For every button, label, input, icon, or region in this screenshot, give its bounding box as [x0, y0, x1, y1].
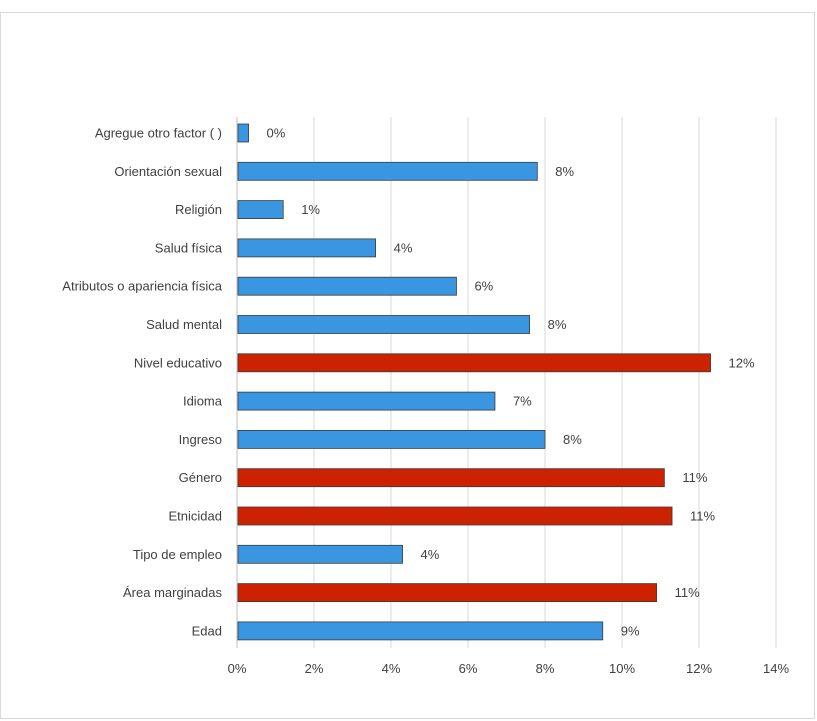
category-label: Orientación sexual	[114, 164, 222, 179]
category-label: Edad	[192, 623, 222, 638]
data-label: 8%	[548, 317, 567, 332]
bar	[237, 123, 249, 143]
x-tick-label: 12%	[686, 661, 712, 676]
data-label: 11%	[675, 585, 700, 600]
x-tick-label: 2%	[305, 661, 324, 676]
category-label: Religión	[175, 202, 222, 217]
bar	[237, 429, 546, 449]
bar	[237, 276, 457, 296]
bar	[237, 353, 711, 373]
category-label: Nivel educativo	[134, 355, 222, 370]
data-label: 6%	[474, 279, 493, 294]
category-label: Ingreso	[179, 432, 222, 447]
bar	[237, 621, 604, 641]
data-label: 8%	[563, 432, 582, 447]
data-label: 4%	[394, 240, 413, 255]
data-label: 11%	[690, 509, 715, 524]
data-label: 1%	[301, 202, 320, 217]
x-tick-label: 14%	[763, 661, 789, 676]
bar	[237, 468, 665, 488]
data-label: 7%	[513, 394, 532, 409]
category-label: Área marginadas	[123, 585, 222, 600]
bar	[237, 200, 284, 220]
x-tick-label: 10%	[609, 661, 635, 676]
bar	[237, 506, 673, 526]
bar	[237, 238, 377, 258]
x-tick-label: 6%	[459, 661, 478, 676]
bar	[237, 391, 496, 411]
data-label: 0%	[267, 126, 286, 141]
category-label: Atributos o apariencia física	[62, 279, 222, 294]
bar	[237, 544, 403, 564]
x-tick-label: 4%	[382, 661, 401, 676]
x-tick-label: 8%	[536, 661, 555, 676]
category-label: Tipo de empleo	[133, 547, 222, 562]
data-label: 9%	[621, 623, 640, 638]
data-label: 12%	[729, 355, 755, 370]
x-tick-label: 0%	[228, 661, 247, 676]
category-label: Salud mental	[146, 317, 222, 332]
category-label: Agregue otro factor ( )	[95, 126, 222, 141]
category-label: Etnicidad	[169, 509, 222, 524]
bar	[237, 583, 658, 602]
data-label: 11%	[682, 470, 707, 485]
category-label: Género	[179, 470, 222, 485]
bar	[237, 161, 538, 181]
data-label: 4%	[421, 547, 440, 562]
bar	[237, 315, 531, 334]
data-label: 8%	[555, 164, 574, 179]
category-label: Idioma	[183, 394, 223, 409]
category-label: Salud física	[155, 240, 223, 255]
